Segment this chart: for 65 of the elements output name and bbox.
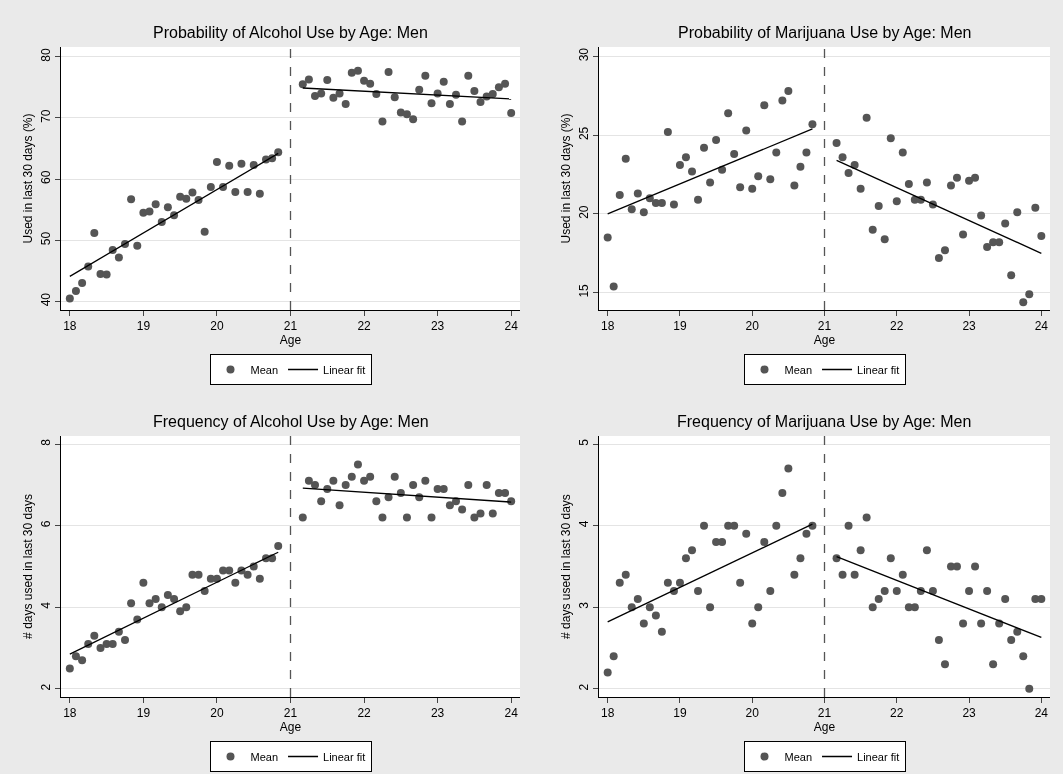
y-tick-label: 80 [39, 48, 54, 62]
x-tick-label: 18 [600, 706, 615, 721]
x-tick-label: 19 [136, 706, 151, 721]
legend-label: Linear fit [857, 363, 900, 376]
y-axis-title: Used in last 30 days (%) [20, 113, 35, 244]
y-axis-title: # days used in last 30 days [20, 494, 35, 639]
y-tick-label: 30 [577, 47, 592, 62]
x-tick-label: 24 [1034, 319, 1049, 334]
x-tick-label: 20 [745, 706, 760, 721]
legend-label: Mean [784, 363, 813, 376]
x-tick-label: 21 [283, 706, 298, 721]
y-tick-label: 25 [577, 126, 592, 141]
y-tick-label: 4 [39, 601, 54, 609]
legend-label: Mean [250, 750, 279, 763]
y-tick-label: 50 [39, 231, 54, 246]
x-tick-label: 24 [504, 319, 519, 334]
x-axis-title: Age [813, 333, 836, 348]
x-tick-label: 22 [357, 319, 372, 334]
legend-label: Linear fit [323, 363, 366, 376]
y-axis-title: # days used in last 30 days [558, 494, 573, 639]
x-tick-label: 24 [1034, 706, 1049, 721]
x-tick-label: 23 [962, 319, 977, 334]
y-tick-label: 5 [577, 438, 592, 446]
y-tick-label: 60 [39, 170, 54, 184]
x-tick-label: 20 [745, 319, 760, 334]
x-tick-label: 23 [430, 706, 445, 721]
x-axis-title: Age [279, 333, 302, 348]
y-tick-label: 2 [39, 683, 54, 691]
x-tick-label: 19 [673, 319, 687, 334]
y-tick-label: 3 [577, 601, 592, 609]
y-tick-label: 8 [39, 438, 54, 446]
legend-label: Linear fit [323, 750, 366, 763]
y-tick-label: 40 [39, 292, 54, 307]
y-tick-label: 2 [577, 683, 592, 691]
x-tick-label: 22 [890, 706, 904, 721]
x-tick-label: 18 [600, 319, 615, 334]
chart-title: Probability of Alcohol Use by Age: Men [153, 24, 428, 41]
x-tick-label: 20 [210, 706, 224, 721]
x-tick-label: 18 [63, 706, 77, 721]
y-tick-label: 4 [577, 520, 592, 528]
y-tick-label: 20 [577, 205, 592, 219]
legend-label: Mean [784, 750, 813, 763]
x-tick-label: 21 [817, 319, 832, 334]
x-tick-label: 18 [63, 319, 77, 334]
x-tick-label: 21 [283, 319, 298, 334]
legend-label: Linear fit [857, 750, 900, 763]
y-tick-label: 70 [39, 109, 54, 123]
y-tick-label: 6 [39, 520, 54, 528]
x-tick-label: 22 [890, 319, 904, 334]
x-tick-label: 19 [136, 319, 151, 334]
y-axis-title: Used in last 30 days (%) [558, 113, 573, 244]
x-axis-title: Age [279, 720, 302, 735]
x-tick-label: 22 [357, 706, 372, 721]
legend-label: Mean [250, 363, 279, 376]
chart-title: Frequency of Marijuana Use by Age: Men [677, 413, 972, 430]
x-tick-label: 23 [430, 319, 445, 334]
x-axis-title: Age [813, 720, 836, 735]
x-tick-label: 20 [210, 319, 224, 334]
chart-title: Probability of Marijuana Use by Age: Men [678, 24, 972, 41]
x-tick-label: 21 [817, 706, 832, 721]
y-tick-label: 15 [577, 283, 592, 298]
x-tick-label: 24 [504, 706, 519, 721]
chart-title: Frequency of Alcohol Use by Age: Men [153, 413, 429, 430]
x-tick-label: 19 [673, 706, 687, 721]
x-tick-label: 23 [962, 706, 977, 721]
